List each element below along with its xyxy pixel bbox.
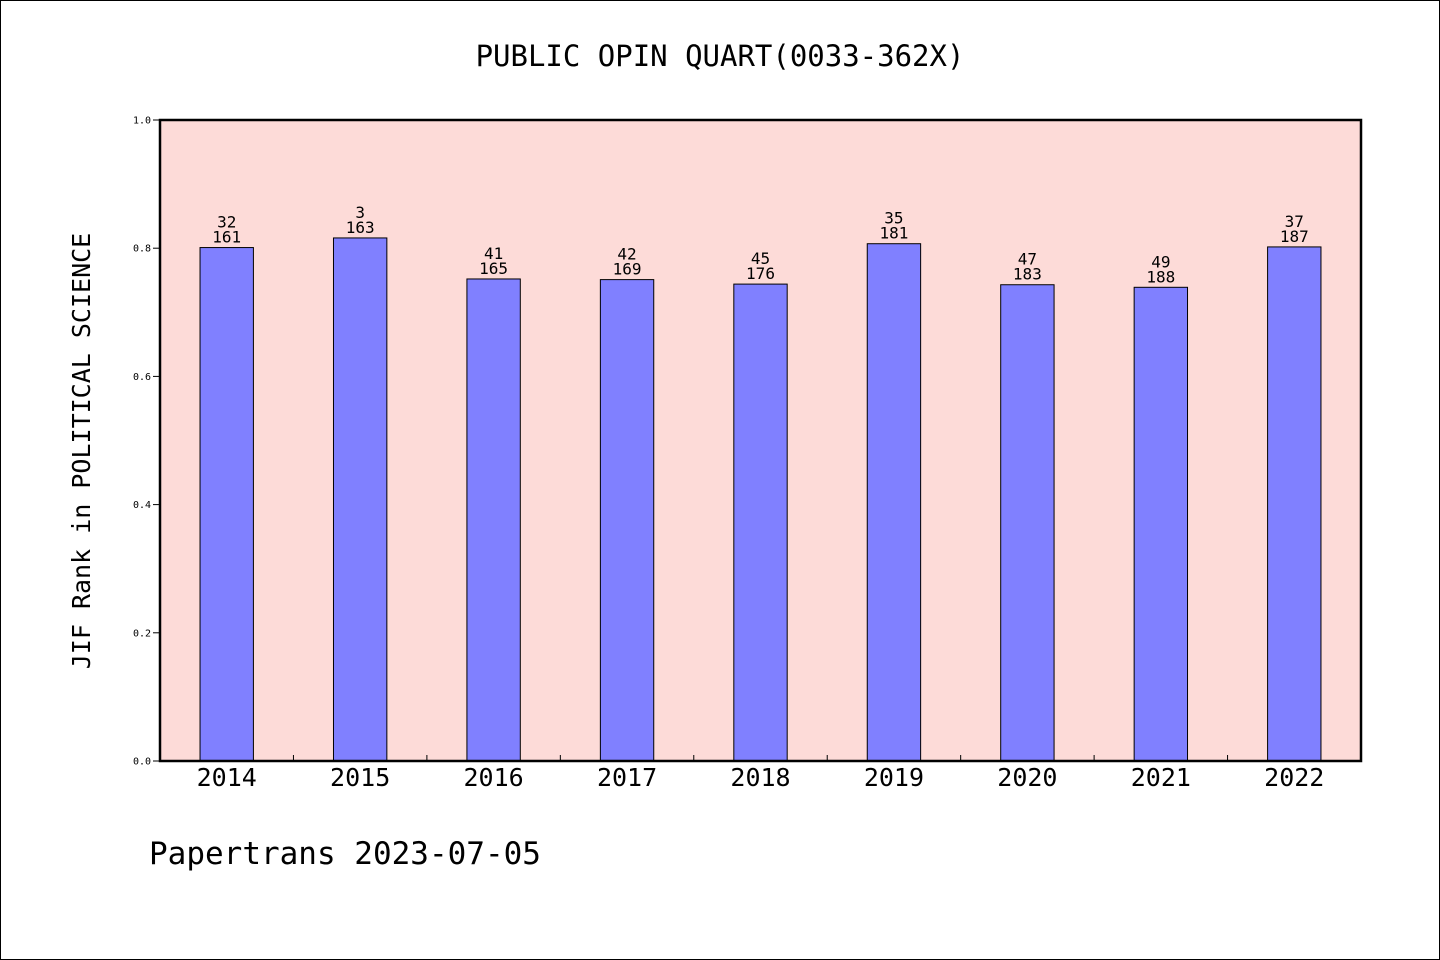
x-tick-label-2019: 2019 (864, 763, 924, 792)
y-tick-label: 0.4 (133, 500, 151, 511)
bar-2021 (1133, 286, 1189, 762)
y-tick-label: 1.0 (133, 116, 151, 127)
footer-text: Papertrans 2023-07-05 (149, 836, 541, 872)
x-tick-label-2022: 2022 (1264, 763, 1324, 792)
bar-label-rank-2020: 47 (1018, 250, 1037, 269)
bar-label-rank-2021: 49 (1151, 252, 1170, 271)
bar-label-total-2017: 169 (613, 260, 642, 279)
x-tick-label-2017: 2017 (597, 763, 657, 792)
bar-2017 (599, 279, 655, 762)
bar-label-rank-2014: 32 (217, 213, 236, 232)
bar-2020 (1000, 284, 1055, 762)
y-tick-label: 0.6 (133, 372, 151, 383)
y-axis: 0.0 0.2 0.4 0.6 0.8 1.0 (133, 116, 160, 768)
bar-label-rank-2018: 45 (751, 249, 770, 268)
plot-border (158, 118, 1363, 763)
bar-label-total-2016: 165 (479, 259, 508, 278)
bar-label-total-2021: 188 (1146, 267, 1175, 286)
bar-label-total-2019: 181 (879, 224, 908, 243)
bar-2018 (733, 283, 788, 762)
y-tick-label: 0.8 (133, 244, 151, 255)
y-axis-label: JIF Rank in POLITICAL SCIENCE (67, 233, 96, 670)
x-tick-label-2020: 2020 (997, 763, 1057, 792)
bar-label-rank-2022: 37 (1285, 212, 1304, 231)
bar-label-rank-2017: 42 (617, 245, 636, 264)
bar-label-rank-2016: 41 (484, 244, 503, 263)
x-tick-label-2014: 2014 (197, 763, 257, 792)
bar-2015 (332, 237, 388, 762)
bar-2014 (199, 247, 254, 762)
bar-label-total-2015: 163 (346, 218, 375, 237)
bar-label-rank-2019: 35 (884, 209, 903, 228)
x-tick-label-2018: 2018 (730, 763, 790, 792)
bar-label-rank-2015: 3 (355, 203, 365, 222)
bar-2022 (1267, 246, 1322, 762)
chart-title: PUBLIC OPIN QUART(0033-362X) (476, 39, 965, 73)
bar-label-total-2018: 176 (746, 264, 775, 283)
y-tick-label: 0.2 (133, 628, 151, 639)
x-tick-label-2021: 2021 (1131, 763, 1191, 792)
bar-label-total-2014: 161 (212, 228, 241, 247)
bar-2019 (866, 243, 922, 762)
y-tick-label: 0.0 (133, 757, 151, 768)
bar-2016 (466, 278, 521, 762)
bars-group (199, 237, 1322, 762)
x-axis: 2014 2015 2016 2017 2018 2019 2020 2021 2022 (197, 755, 1324, 792)
x-tick-label-2015: 2015 (330, 763, 390, 792)
x-tick-label-2016: 2016 (464, 763, 524, 792)
bar-label-total-2020: 183 (1013, 265, 1042, 284)
bar-label-total-2022: 187 (1280, 227, 1309, 246)
